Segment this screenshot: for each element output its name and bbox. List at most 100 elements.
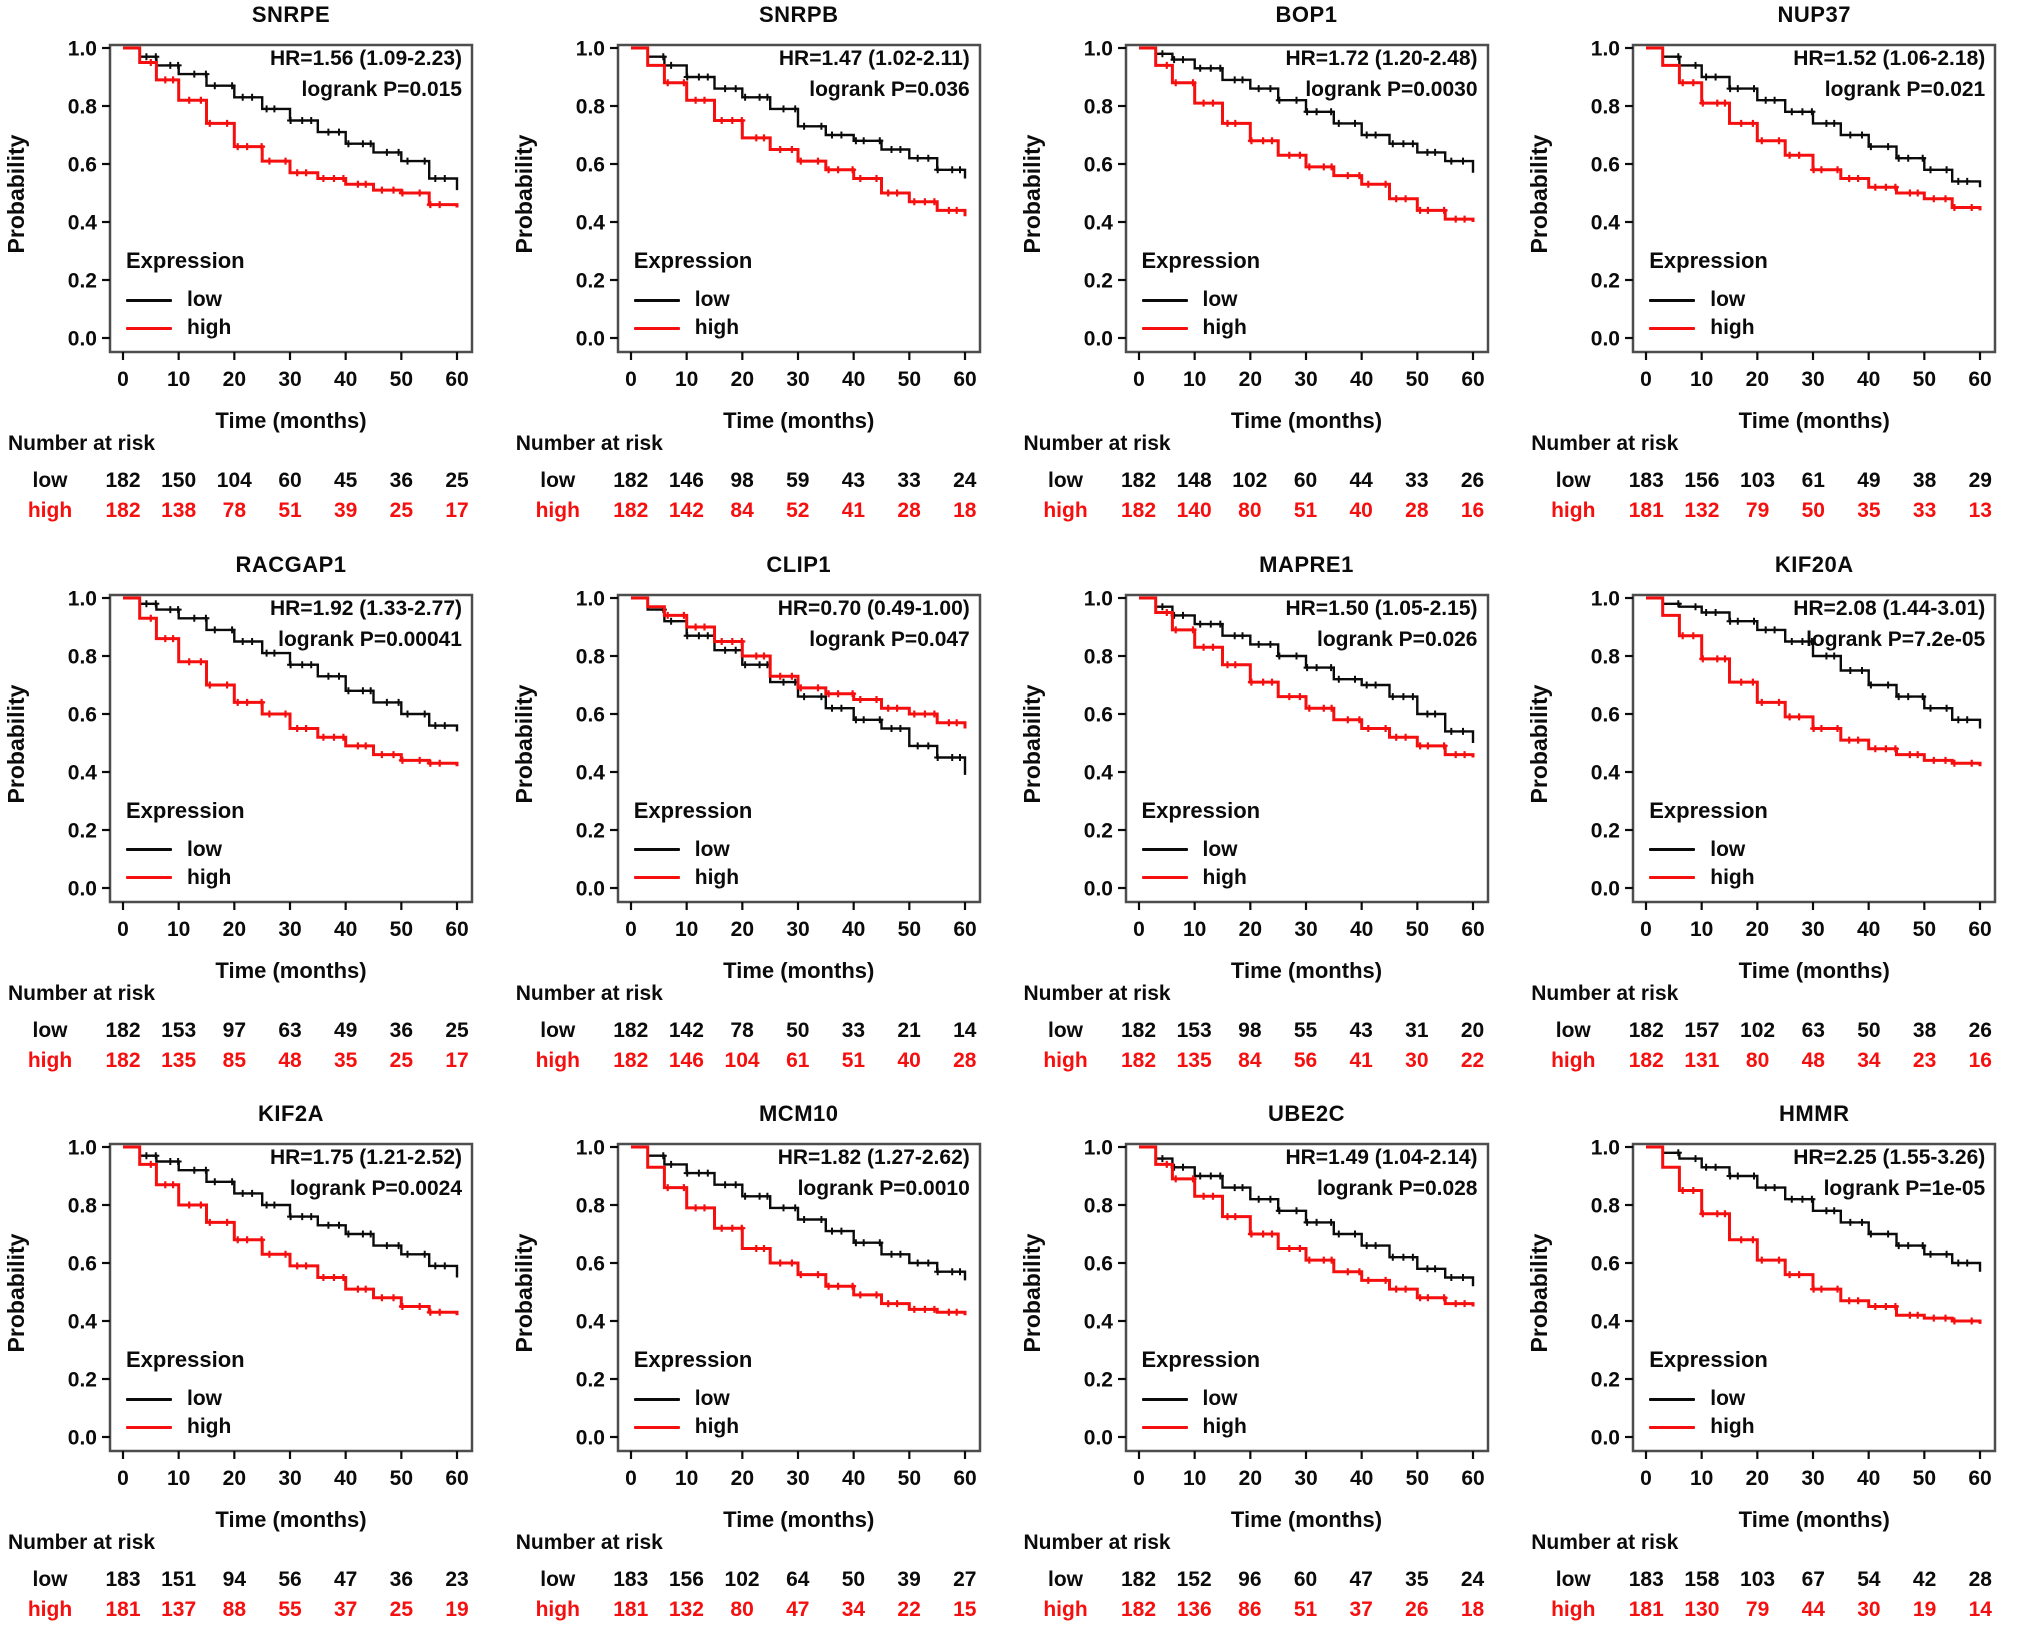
risk-count-high: 131 xyxy=(1684,1048,1720,1072)
risk-count-high: 19 xyxy=(445,1598,469,1622)
risk-count-high: 19 xyxy=(1912,1598,1937,1622)
legend-row-low: low xyxy=(1649,1385,1768,1413)
legend-row-high: high xyxy=(633,1413,753,1441)
y-tick-label: 0.6 xyxy=(1083,1253,1112,1276)
high-curve-swatch xyxy=(1649,1425,1696,1429)
risk-count-low: 182 xyxy=(1120,469,1157,492)
km-chart-area: 1.0 0.8 0.6 0.4 0.2 0.0 0 10 20 30 40 50 60 Probabil… xyxy=(1523,1129,2031,1490)
panel-title: SNRPE xyxy=(251,2,331,27)
legend-label-low: low xyxy=(187,1387,222,1411)
x-tick-label: 60 xyxy=(953,1467,976,1490)
high-curve-swatch xyxy=(633,1425,680,1429)
risk-count-low: 44 xyxy=(1349,469,1373,492)
y-tick-label: 0.2 xyxy=(68,270,97,293)
risk-count-high: 25 xyxy=(389,1048,413,1072)
y-tick-label: 0.4 xyxy=(1591,212,1621,235)
x-tick-label: 30 xyxy=(786,1467,809,1490)
x-tick-label: 30 xyxy=(1802,368,1825,391)
risk-table-header: Number at risk xyxy=(1531,981,1679,1005)
km-plot-svg: 1.0 0.8 0.6 0.4 0.2 0.0 0 10 20 30 40 50 60 xyxy=(1591,587,1997,941)
risk-row-label-low: low xyxy=(1555,469,1591,492)
risk-row-label-high: high xyxy=(1551,499,1596,522)
y-tick-label: 0.2 xyxy=(576,1369,605,1392)
risk-count-high: 181 xyxy=(613,1598,649,1622)
risk-count-low: 24 xyxy=(953,469,977,492)
panel-title: UBE2C xyxy=(1267,1101,1346,1127)
high-curve-swatch xyxy=(1141,876,1188,880)
legend-title: Expression xyxy=(633,797,753,823)
y-tick-label: 0.6 xyxy=(576,703,605,726)
legend-title: Expression xyxy=(1649,248,1768,273)
hazard-ratio-text: HR=1.52 (1.06-2.18) xyxy=(1793,47,1986,70)
legend-row-high: high xyxy=(1141,314,1261,342)
risk-count-low: 153 xyxy=(1176,1018,1212,1042)
legend-title: Expression xyxy=(1649,797,1768,823)
risk-count-low: 24 xyxy=(1460,1568,1485,1592)
legend-row-low: low xyxy=(126,286,245,314)
y-tick-label: 0.4 xyxy=(68,212,98,235)
risk-count-low: 60 xyxy=(1293,469,1318,492)
risk-count-low: 50 xyxy=(786,1018,810,1042)
stats-annotation: HR=1.56 (1.09-2.23) logrank P=0.015 xyxy=(270,43,462,105)
x-tick-label: 0 xyxy=(117,1467,129,1490)
x-tick-label: 50 xyxy=(1913,918,1936,941)
x-tick-label: 10 xyxy=(675,918,698,941)
y-tick-label: 0.6 xyxy=(576,154,605,177)
risk-count-low: 67 xyxy=(1801,1568,1825,1592)
risk-row-label-high: high xyxy=(27,1048,73,1072)
risk-count-low: 54 xyxy=(1857,1568,1881,1592)
legend-row-high: high xyxy=(1141,1413,1261,1441)
panel-title: NUP37 xyxy=(1777,2,1851,27)
risk-count-high: 40 xyxy=(1349,499,1373,522)
x-tick-label: 20 xyxy=(223,1467,246,1490)
km-curve-low xyxy=(123,596,459,732)
risk-row-label-low: low xyxy=(1048,469,1083,492)
y-tick-label: 0.2 xyxy=(1083,270,1112,293)
risk-count-high: 182 xyxy=(1120,1048,1157,1072)
risk-count-low: 33 xyxy=(897,469,921,492)
risk-count-low: 47 xyxy=(333,1568,358,1592)
risk-count-high: 51 xyxy=(278,499,302,522)
risk-count-low: 45 xyxy=(333,469,358,492)
risk-row-low: low 183 158 103 67 54 42 28 xyxy=(1523,1568,2031,1594)
risk-count-high: 61 xyxy=(786,1048,810,1072)
x-axis-label: Time (months) xyxy=(1230,1507,1383,1533)
high-curve-swatch xyxy=(126,326,172,330)
x-tick-label: 0 xyxy=(1133,368,1145,391)
risk-row-label-low: low xyxy=(540,1018,576,1042)
km-panel: MAPRE1 1.0 0.8 0.6 0.4 0.2 0.0 0 10 20 30 40 50 60 P… xyxy=(1016,550,1524,1100)
low-curve-swatch xyxy=(633,298,680,302)
km-panel: CLIP1 1.0 0.8 0.6 0.4 0.2 0.0 0 10 20 30 40 50 60 Pr… xyxy=(508,550,1016,1100)
km-curve-low xyxy=(123,1146,459,1278)
risk-count-low: 14 xyxy=(953,1018,977,1042)
censor-marks-low xyxy=(142,53,449,182)
legend-label-high: high xyxy=(1710,316,1755,339)
legend-row-high: high xyxy=(633,314,753,342)
risk-count-high: 51 xyxy=(1293,1598,1318,1622)
expression-legend: Expression low high xyxy=(1141,248,1261,342)
legend-label-low: low xyxy=(694,837,730,861)
risk-table-header: Number at risk xyxy=(515,981,663,1005)
km-panel: KIF20A 1.0 0.8 0.6 0.4 0.2 0.0 0 10 20 30 40 50 60 P… xyxy=(1523,550,2031,1100)
x-tick-label: 60 xyxy=(953,368,976,391)
y-axis-label: Probability xyxy=(3,684,29,804)
x-tick-label: 30 xyxy=(278,368,301,391)
censor-marks-low xyxy=(1675,599,1971,723)
expression-legend: Expression low high xyxy=(1649,248,1768,342)
y-tick-label: 0.8 xyxy=(1591,645,1621,668)
y-tick-label: 0.8 xyxy=(1083,645,1113,668)
logrank-p-text: logrank P=1e-05 xyxy=(1823,1177,1986,1201)
risk-count-high: 79 xyxy=(1745,1598,1770,1622)
risk-count-low: 98 xyxy=(1238,1018,1262,1042)
x-tick-label: 50 xyxy=(1913,1467,1936,1490)
risk-count-low: 183 xyxy=(613,1568,649,1592)
risk-count-low: 55 xyxy=(1293,1018,1318,1042)
hazard-ratio-text: HR=2.25 (1.55-3.26) xyxy=(1793,1146,1986,1170)
risk-row-low: low 183 151 94 56 47 36 23 xyxy=(0,1568,508,1594)
risk-row-high: high 182 135 84 56 41 30 22 xyxy=(1016,1049,1524,1075)
low-curve-swatch xyxy=(126,848,172,852)
legend-label-high: high xyxy=(694,865,740,889)
risk-count-high: 138 xyxy=(161,499,197,522)
y-tick-label: 0.4 xyxy=(68,761,98,784)
risk-count-low: 60 xyxy=(1293,1568,1318,1592)
